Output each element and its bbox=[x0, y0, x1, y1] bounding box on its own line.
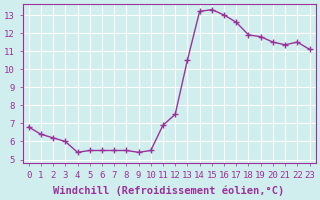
X-axis label: Windchill (Refroidissement éolien,°C): Windchill (Refroidissement éolien,°C) bbox=[53, 185, 285, 196]
